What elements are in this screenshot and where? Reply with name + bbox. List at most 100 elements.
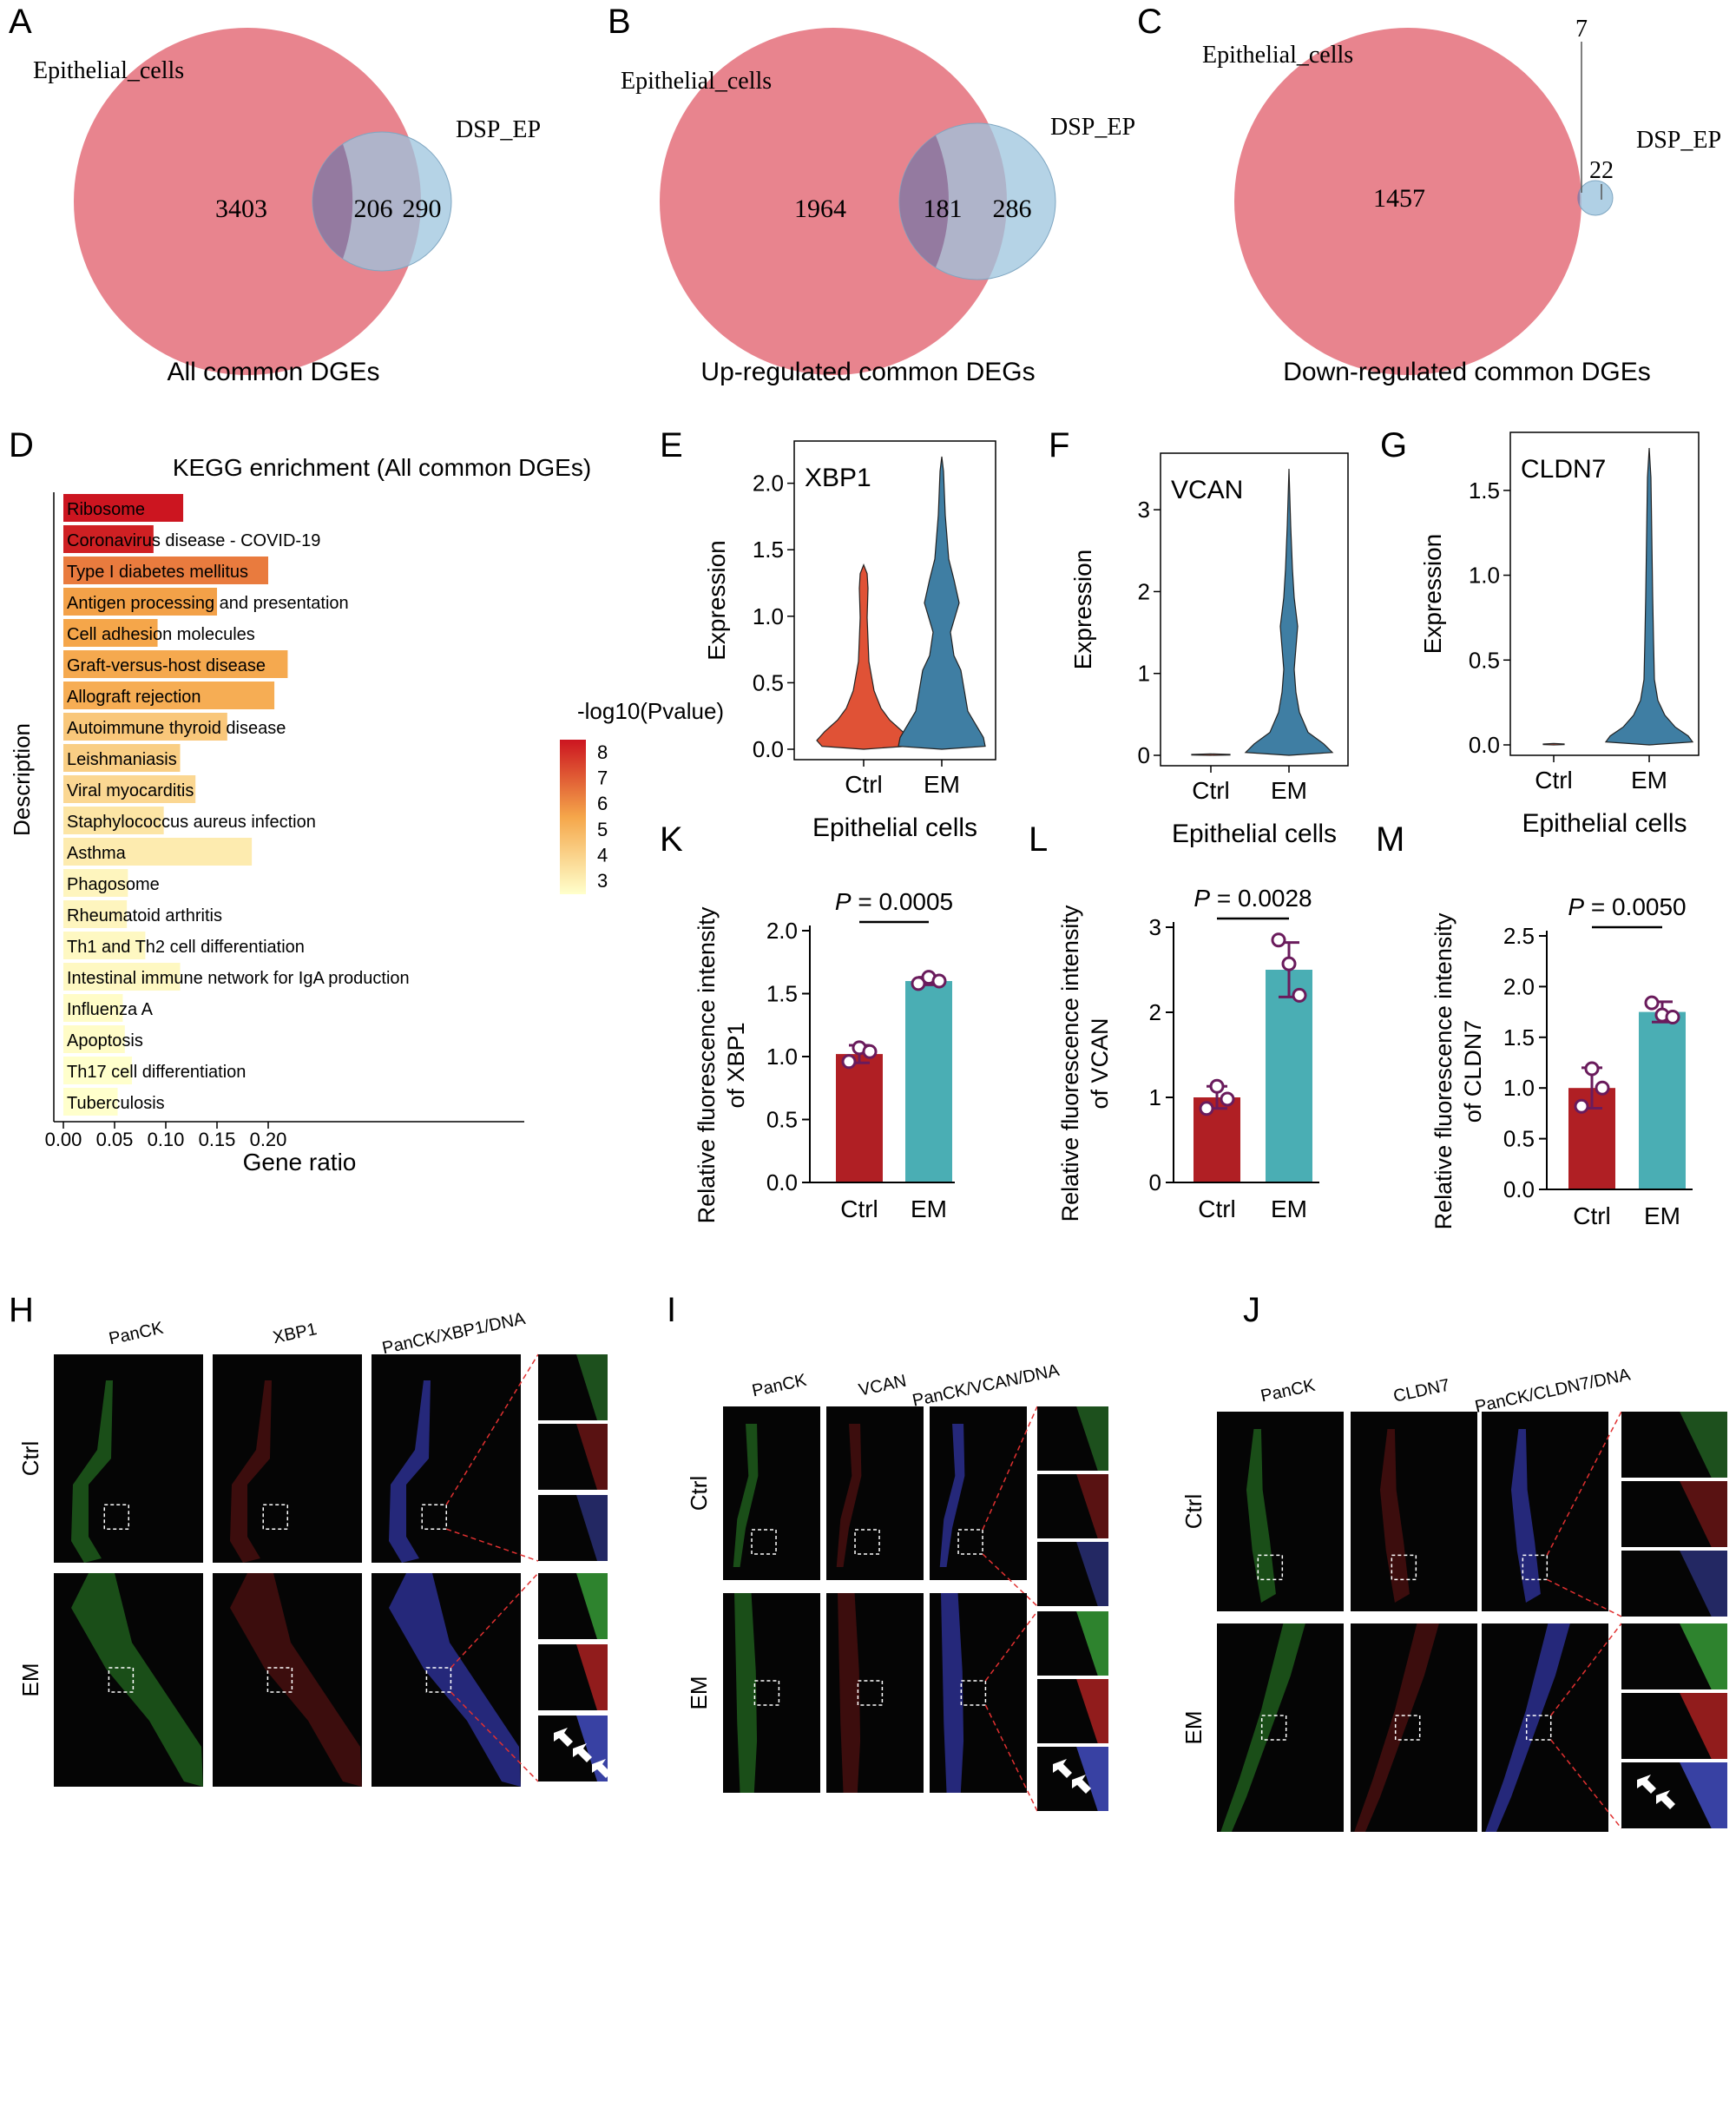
tissue-signal xyxy=(71,1380,113,1563)
arrow-icon xyxy=(573,1743,592,1762)
inset-signal xyxy=(1076,1679,1108,1743)
micrograph-panck-cldn7-dna xyxy=(1482,1412,1608,1611)
inset-signal xyxy=(1076,1611,1108,1676)
kegg-legend-tick: 8 xyxy=(597,741,608,763)
kegg-bar-label: Antigen processing and presentation xyxy=(67,594,349,613)
tissue-signal xyxy=(389,1380,431,1563)
venn-b-overlap-count: 181 xyxy=(924,194,963,223)
roi-box xyxy=(1525,1715,1552,1741)
zoom-line-top xyxy=(445,1353,539,1505)
bar-ytick-label: 1.0 xyxy=(1503,1075,1535,1101)
bar-group-label: EM xyxy=(911,1195,947,1222)
zoom-inset xyxy=(1621,1412,1727,1478)
bar-chart-m: M Ctrl EM 0.0 0.5 1.0 1.5 2.0 2.5 P = 0.0050 Rela… xyxy=(1376,820,1693,1229)
p-value-label: P = 0.0028 xyxy=(1194,885,1312,912)
tissue-signal xyxy=(1220,1623,1305,1832)
micrograph-cldn7 xyxy=(1351,1412,1477,1611)
arrow-icon xyxy=(1053,1759,1072,1778)
inset-signal xyxy=(576,1573,608,1639)
kegg-bar-label: Viral myocarditis xyxy=(67,781,194,800)
bar-ytick-label: 1.5 xyxy=(1503,1024,1535,1050)
zoom-line-top xyxy=(982,1406,1038,1531)
roi-box xyxy=(1257,1554,1284,1581)
bar-ytick-label: 2.0 xyxy=(1503,973,1535,999)
inset-signal xyxy=(1076,1406,1108,1471)
venn-c-left-name: Epithelial_cells xyxy=(1202,42,1353,69)
inset-signal xyxy=(576,1424,608,1490)
inset-signal xyxy=(1076,1542,1108,1606)
inset-signal xyxy=(576,1495,608,1561)
bar-ctrl xyxy=(836,1054,883,1182)
violin-ytick-label: 0.5 xyxy=(753,669,784,695)
violin-group-label: Ctrl xyxy=(845,771,883,798)
inset-signal xyxy=(1680,1481,1727,1547)
kegg-legend-tick: 3 xyxy=(597,870,608,892)
violin-frame xyxy=(793,440,996,761)
tissue-signal xyxy=(389,1573,521,1787)
zoom-line-bottom xyxy=(984,1704,1038,1812)
violin-gene-label: VCAN xyxy=(1171,476,1243,504)
channel-label: PanCK xyxy=(1259,1376,1317,1406)
kegg-bar-label: Rheumatoid arthritis xyxy=(67,906,222,925)
p-value: = 0.0005 xyxy=(852,888,954,915)
bar-ylabel-line1: Relative fluorescence intensity xyxy=(694,906,720,1223)
violin-group-label: EM xyxy=(924,771,960,798)
inset-signal xyxy=(1680,1762,1727,1828)
violin-ylabel: Expression xyxy=(703,540,730,661)
bar-ytick-label: 0.5 xyxy=(1503,1126,1535,1152)
violin-f: F VCAN 0 1 2 3 Ctrl EM Epithelial cells Expressi… xyxy=(1049,426,1349,848)
kegg-xtick-label: 0.00 xyxy=(45,1129,82,1150)
bar-ytick-label: 0.5 xyxy=(766,1107,798,1133)
p-symbol: P xyxy=(1194,885,1210,912)
bar-ytick-label: 1.0 xyxy=(766,1044,798,1070)
roi-box xyxy=(957,1529,983,1555)
kegg-bar-label: Tuberculosis xyxy=(67,1094,165,1113)
bar-ylabel-line2: of VCAN xyxy=(1087,1017,1113,1109)
bar-group-label: EM xyxy=(1644,1202,1680,1229)
bar-ytick-label: 0.0 xyxy=(1503,1176,1535,1202)
venn-c-left-count: 1457 xyxy=(1373,184,1425,213)
venn-b-left-name: Epithelial_cells xyxy=(621,68,772,95)
data-point xyxy=(1584,1061,1600,1077)
venn-a-right-name: DSP_EP xyxy=(456,116,541,143)
micrograph-panck xyxy=(1217,1412,1344,1611)
panel-letter-i: I xyxy=(667,1291,676,1329)
kegg-bar xyxy=(63,650,288,678)
kegg-legend-tick: 7 xyxy=(597,767,608,789)
kegg-bars: Ribosome Coronavirus disease - COVID-19 Ty… xyxy=(63,494,410,1116)
kegg-bar xyxy=(63,963,181,991)
kegg-legend-tick: 4 xyxy=(597,845,608,866)
data-point xyxy=(1595,1080,1610,1096)
tissue-signal xyxy=(71,1573,203,1787)
violin-g: G CLDN7 0.0 0.5 1.0 1.5 Ctrl EM Epithelial cell… xyxy=(1380,426,1700,838)
roi-box xyxy=(262,1504,288,1530)
kegg-bar-label: Leishmaniasis xyxy=(67,750,177,769)
data-point xyxy=(1220,1091,1235,1107)
bar-group-label: Ctrl xyxy=(1198,1195,1236,1222)
tissue-signal xyxy=(1354,1623,1439,1832)
tissue-signal xyxy=(1510,1429,1541,1603)
kegg-bar-label: Th1 and Th2 cell differentiation xyxy=(67,938,305,957)
bar-ylabel-line1: Relative fluorescence intensity xyxy=(1430,912,1457,1229)
tissue-signal xyxy=(1246,1429,1276,1603)
micro-panel-h: H PanCK XBP1 PanCK/XBP1/DNA Ctrl EM xyxy=(9,1291,611,2108)
channel-label: PanCK/XBP1/DNA xyxy=(380,1309,527,1359)
kegg-bar-label: Intestinal immune network for IgA produc… xyxy=(67,969,410,988)
zoom-line-bottom xyxy=(1546,1578,1622,1617)
kegg-bar xyxy=(63,869,128,897)
panel-letter-h: H xyxy=(9,1291,34,1329)
violin-frame xyxy=(1160,452,1349,767)
violin-ytick-label: 2.0 xyxy=(753,471,784,497)
violin-group-label: Ctrl xyxy=(1535,767,1573,794)
roi-box xyxy=(1391,1554,1417,1581)
venn-c-caption: Down-regulated common DGEs xyxy=(1283,358,1651,386)
arrow-icon xyxy=(1656,1790,1675,1809)
kegg-bar-label: Autoimmune thyroid disease xyxy=(67,719,286,738)
kegg-legend-tick: 5 xyxy=(597,819,608,840)
row-label: Ctrl xyxy=(1180,1494,1207,1529)
venn-a-left-count: 3403 xyxy=(215,194,267,223)
data-point xyxy=(1281,956,1297,971)
tissue-signal xyxy=(734,1593,758,1793)
kegg-bar xyxy=(63,1025,125,1053)
tissue-signal xyxy=(230,1380,272,1563)
